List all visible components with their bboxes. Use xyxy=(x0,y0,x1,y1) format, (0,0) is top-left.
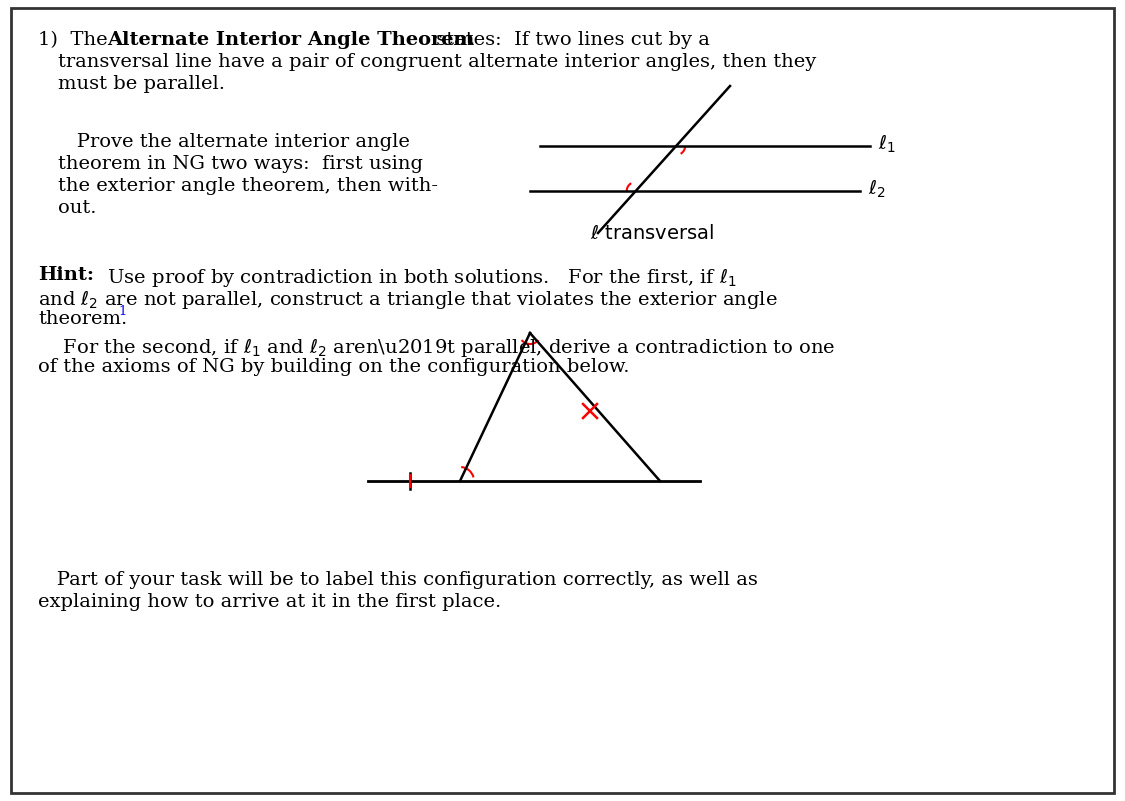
Text: 1: 1 xyxy=(118,305,126,318)
Text: must be parallel.: must be parallel. xyxy=(58,75,225,93)
Text: transversal line have a pair of congruent alternate interior angles, then they: transversal line have a pair of congruen… xyxy=(58,53,817,71)
Text: out.: out. xyxy=(58,199,97,217)
Text: $\ell_2$: $\ell_2$ xyxy=(868,178,885,200)
Text: For the second, if $\ell_1$ and $\ell_2$ aren\u2019t parallel, derive a contradi: For the second, if $\ell_1$ and $\ell_2$… xyxy=(38,336,836,360)
Text: states:  If two lines cut by a: states: If two lines cut by a xyxy=(430,31,710,49)
Text: $\ell$ transversal: $\ell$ transversal xyxy=(590,224,714,243)
Text: Prove the alternate interior angle: Prove the alternate interior angle xyxy=(58,133,410,151)
Text: theorem.: theorem. xyxy=(38,310,127,328)
Text: and $\ell_2$ are not parallel, construct a triangle that violates the exterior a: and $\ell_2$ are not parallel, construct… xyxy=(38,288,777,311)
Text: Part of your task will be to label this configuration correctly, as well as: Part of your task will be to label this … xyxy=(38,571,758,589)
Text: Hint:: Hint: xyxy=(38,266,94,284)
Text: $\ell_1$: $\ell_1$ xyxy=(878,133,896,155)
Text: explaining how to arrive at it in the first place.: explaining how to arrive at it in the fi… xyxy=(38,593,502,611)
Text: the exterior angle theorem, then with-: the exterior angle theorem, then with- xyxy=(58,177,438,195)
Text: of the axioms of NG by building on the configuration below.: of the axioms of NG by building on the c… xyxy=(38,358,630,376)
Text: Use proof by contradiction in both solutions.   For the first, if $\ell_1$: Use proof by contradiction in both solut… xyxy=(94,266,737,289)
Text: theorem in NG two ways:  first using: theorem in NG two ways: first using xyxy=(58,155,423,173)
Text: Alternate Interior Angle Theorem: Alternate Interior Angle Theorem xyxy=(107,31,475,49)
Text: 1)  The: 1) The xyxy=(38,31,114,49)
